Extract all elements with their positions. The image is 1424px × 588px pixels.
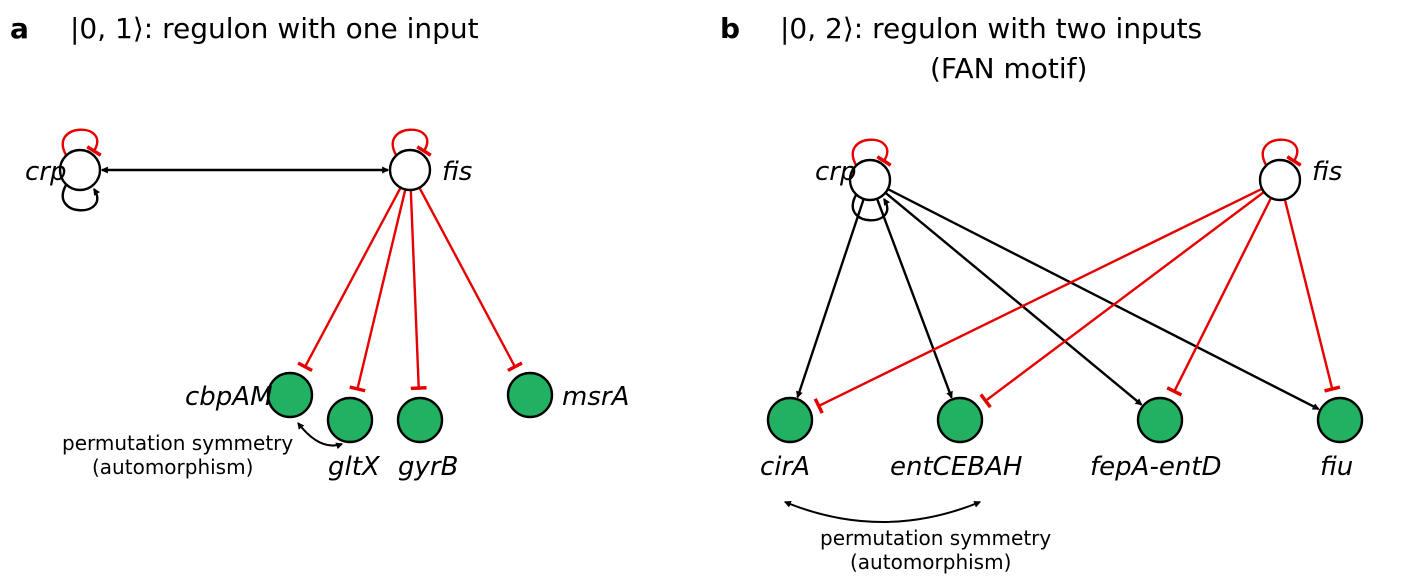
b-fis-fiu <box>1285 199 1332 389</box>
a-note-l2: (automorphism) <box>92 455 253 479</box>
b-crp-fiu <box>888 189 1319 409</box>
a-node-cbpAM-label: cbpAM <box>185 382 273 412</box>
a-node-fis-label: fis <box>442 157 472 187</box>
b-node-fiu-label: fiu <box>1320 452 1353 482</box>
b-node-ent-label: entCEBAH <box>890 452 1022 482</box>
a-node-gltX-label: gltX <box>328 452 381 482</box>
a-node-msrA <box>508 373 552 417</box>
b-crp-cirA <box>798 199 864 397</box>
b-node-fepA-label: fepA-entD <box>1090 452 1222 482</box>
panel-b-title-l1: |0, 2⟩: regulon with two inputs <box>780 12 1202 45</box>
b-node-ent <box>938 398 982 442</box>
b-fis-fepA <box>1174 198 1271 391</box>
b-perm-arrow <box>785 502 980 522</box>
a-fis-cbpAM <box>305 188 401 367</box>
a-node-cbpAM <box>268 373 312 417</box>
panel-b-title-l2: (FAN motif) <box>930 52 1087 85</box>
a-node-gltX <box>328 398 372 442</box>
b-node-crp-label: crp <box>815 157 857 187</box>
a-node-fis <box>390 150 430 190</box>
b-node-fiu <box>1318 398 1362 442</box>
a-fis-gltX <box>357 189 405 388</box>
panel-b-letter: b <box>720 12 740 45</box>
b-node-cirA <box>768 398 812 442</box>
a-note-l1: permutation symmetry <box>62 431 293 455</box>
b-node-fepA <box>1138 398 1182 442</box>
b-note-l1: permutation symmetry <box>820 526 1051 550</box>
panel-a-letter: a <box>10 12 29 45</box>
b-note-l2: (automorphism) <box>850 550 1011 574</box>
a-node-msrA-label: msrA <box>562 382 629 412</box>
panel-a-title: |0, 1⟩: regulon with one input <box>70 12 479 45</box>
a-fis-gyrB <box>411 190 419 388</box>
a-node-gyrB-label: gyrB <box>398 452 458 482</box>
a-node-crp-label: crp <box>25 157 67 187</box>
b-node-fis <box>1260 160 1300 200</box>
a-fis-msrA <box>419 188 515 367</box>
a-node-gyrB <box>398 398 442 442</box>
b-node-fis-label: fis <box>1312 157 1342 187</box>
b-node-cirA-label: cirA <box>760 452 810 482</box>
b-crp-ent <box>877 199 952 398</box>
